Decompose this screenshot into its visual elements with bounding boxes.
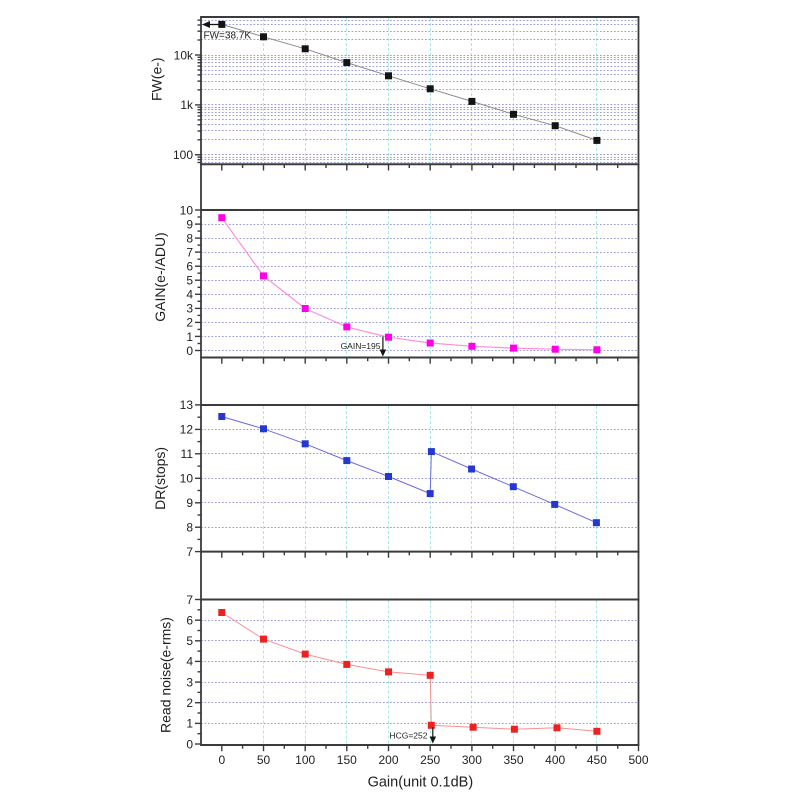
svg-text:1k: 1k xyxy=(180,98,194,112)
svg-text:HCG=252: HCG=252 xyxy=(389,731,427,741)
svg-text:300: 300 xyxy=(462,753,482,767)
svg-text:9: 9 xyxy=(186,217,193,231)
svg-text:3: 3 xyxy=(186,302,193,316)
svg-text:200: 200 xyxy=(378,753,398,767)
svg-text:10: 10 xyxy=(180,472,194,486)
svg-text:500: 500 xyxy=(628,753,648,767)
svg-text:4: 4 xyxy=(186,655,193,669)
svg-text:150: 150 xyxy=(337,753,357,767)
svg-text:400: 400 xyxy=(545,753,565,767)
svg-text:0: 0 xyxy=(218,753,225,767)
svg-text:6: 6 xyxy=(186,614,193,628)
svg-text:3: 3 xyxy=(186,675,193,689)
svg-text:4: 4 xyxy=(186,288,193,302)
svg-text:11: 11 xyxy=(181,447,194,461)
svg-text:1: 1 xyxy=(186,330,193,344)
svg-text:DR(stops): DR(stops) xyxy=(152,447,168,510)
svg-text:0: 0 xyxy=(186,737,193,751)
svg-text:Gain(unit 0.1dB): Gain(unit 0.1dB) xyxy=(368,775,474,791)
svg-text:5: 5 xyxy=(186,274,193,288)
svg-text:GAIN(e-/ADU): GAIN(e-/ADU) xyxy=(152,232,168,321)
svg-text:7: 7 xyxy=(186,593,193,607)
svg-text:8: 8 xyxy=(186,231,193,245)
svg-text:2: 2 xyxy=(186,696,193,710)
svg-text:1: 1 xyxy=(186,717,193,731)
svg-text:FW=38.7K: FW=38.7K xyxy=(204,31,252,42)
svg-text:7: 7 xyxy=(186,245,193,259)
svg-text:350: 350 xyxy=(503,753,523,767)
svg-text:450: 450 xyxy=(587,753,607,767)
svg-text:100: 100 xyxy=(295,753,315,767)
svg-text:6: 6 xyxy=(186,260,193,274)
svg-text:FW(e-): FW(e-) xyxy=(148,57,164,101)
svg-text:Read noise(e-rms): Read noise(e-rms) xyxy=(158,617,174,733)
svg-text:50: 50 xyxy=(257,753,271,767)
svg-text:250: 250 xyxy=(420,753,440,767)
svg-text:13: 13 xyxy=(180,398,194,412)
svg-text:8: 8 xyxy=(186,521,193,535)
svg-text:100: 100 xyxy=(173,148,193,162)
svg-text:GAIN=195: GAIN=195 xyxy=(341,341,381,351)
svg-text:12: 12 xyxy=(180,423,194,437)
svg-text:10: 10 xyxy=(180,203,194,217)
svg-text:7: 7 xyxy=(186,545,193,559)
svg-text:2: 2 xyxy=(186,316,193,330)
svg-text:10k: 10k xyxy=(174,48,194,62)
svg-text:9: 9 xyxy=(186,496,193,510)
svg-text:0: 0 xyxy=(186,344,193,358)
svg-text:5: 5 xyxy=(186,634,193,648)
